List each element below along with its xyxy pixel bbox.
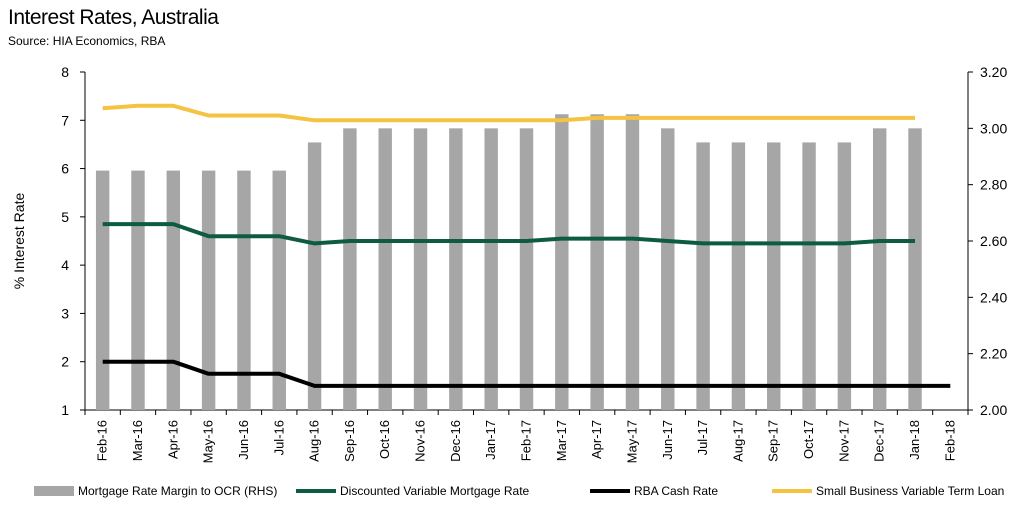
x-tick-label: May-17 [624, 420, 639, 463]
legend-swatch [34, 486, 74, 496]
margin-bar [166, 170, 181, 410]
right-tick-label: 2.00 [980, 402, 1007, 418]
margin-bar [201, 170, 216, 410]
margin-bar [837, 142, 852, 410]
x-tick-label: Sep-17 [766, 420, 781, 462]
left-tick-label: 3 [61, 305, 69, 321]
x-tick-label: Feb-18 [942, 420, 957, 461]
margin-bar [731, 142, 746, 410]
margin-bar [908, 128, 922, 411]
margin-bar [625, 114, 640, 410]
legend-label: Discounted Variable Mortgage Rate [340, 484, 530, 498]
right-tick-label: 3.00 [980, 120, 1007, 136]
right-tick-label: 2.40 [980, 289, 1007, 305]
left-tick-label: 7 [61, 112, 69, 128]
x-tick-label: Jun-16 [236, 420, 251, 460]
legend-label: Mortgage Rate Margin to OCR (RHS) [78, 484, 277, 498]
margin-bar [343, 128, 357, 411]
x-tick-label: Sep-16 [342, 420, 357, 462]
margin-bar [661, 128, 675, 411]
x-tick-label: Jan-18 [907, 420, 922, 460]
chart-subtitle: Source: HIA Economics, RBA [8, 34, 166, 48]
x-tick-label: Dec-16 [448, 420, 463, 462]
left-tick-label: 4 [61, 257, 69, 273]
margin-bar [767, 142, 781, 410]
x-tick-label: Feb-16 [95, 420, 110, 461]
right-tick-label: 2.60 [980, 233, 1007, 249]
x-tick-label: Apr-16 [165, 420, 180, 459]
x-tick-label: Oct-17 [801, 420, 816, 459]
x-tick-label: Jul-17 [695, 420, 710, 455]
x-tick-label: Nov-17 [836, 420, 851, 462]
right-tick-label: 2.80 [980, 177, 1007, 193]
x-tick-label: Aug-16 [307, 420, 322, 462]
right-tick-label: 2.20 [980, 346, 1007, 362]
left-tick-label: 6 [61, 161, 69, 177]
margin-bar [484, 128, 498, 411]
margin-bar [378, 128, 392, 411]
margin-bar [272, 170, 286, 410]
x-tick-label: Jun-17 [660, 420, 675, 460]
x-tick-label: Mar-16 [130, 420, 145, 461]
chart-title: Interest Rates, Australia [8, 6, 219, 29]
margin-bar [307, 142, 322, 410]
x-tick-label: Nov-16 [413, 420, 428, 462]
margin-bar [555, 114, 569, 410]
x-tick-label: May-16 [201, 420, 216, 463]
x-tick-label: Jul-16 [271, 420, 286, 455]
x-tick-label: Feb-17 [519, 420, 534, 461]
margin-bar [131, 170, 145, 410]
left-tick-label: 5 [61, 209, 69, 225]
margin-bar [590, 114, 604, 410]
x-tick-label: Mar-17 [554, 420, 569, 461]
left-tick-label: 8 [61, 64, 69, 80]
margin-bar [519, 128, 534, 411]
series-line-1 [102, 359, 951, 388]
series-line-0 [102, 222, 915, 246]
x-tick-label: Dec-17 [872, 420, 887, 462]
margin-bar [802, 142, 816, 410]
x-tick-label: Aug-17 [730, 420, 745, 462]
margin-bar [413, 128, 428, 411]
left-tick-label: 2 [61, 354, 69, 370]
left-tick-label: 1 [61, 402, 69, 418]
series-line-2 [102, 103, 915, 123]
x-tick-label: Apr-17 [589, 420, 604, 459]
right-tick-label: 3.20 [980, 64, 1007, 80]
margin-bar [449, 128, 463, 411]
margin-bar [95, 170, 110, 410]
margin-bar [696, 142, 710, 410]
margin-bar [237, 170, 251, 410]
margin-bar [872, 128, 887, 411]
x-tick-label: Jan-17 [483, 420, 498, 460]
legend-label: Small Business Variable Term Loan [816, 484, 1004, 498]
legend-label: RBA Cash Rate [634, 484, 718, 498]
y-axis-label: % Interest Rate [11, 193, 27, 290]
x-tick-label: Oct-16 [377, 420, 392, 459]
